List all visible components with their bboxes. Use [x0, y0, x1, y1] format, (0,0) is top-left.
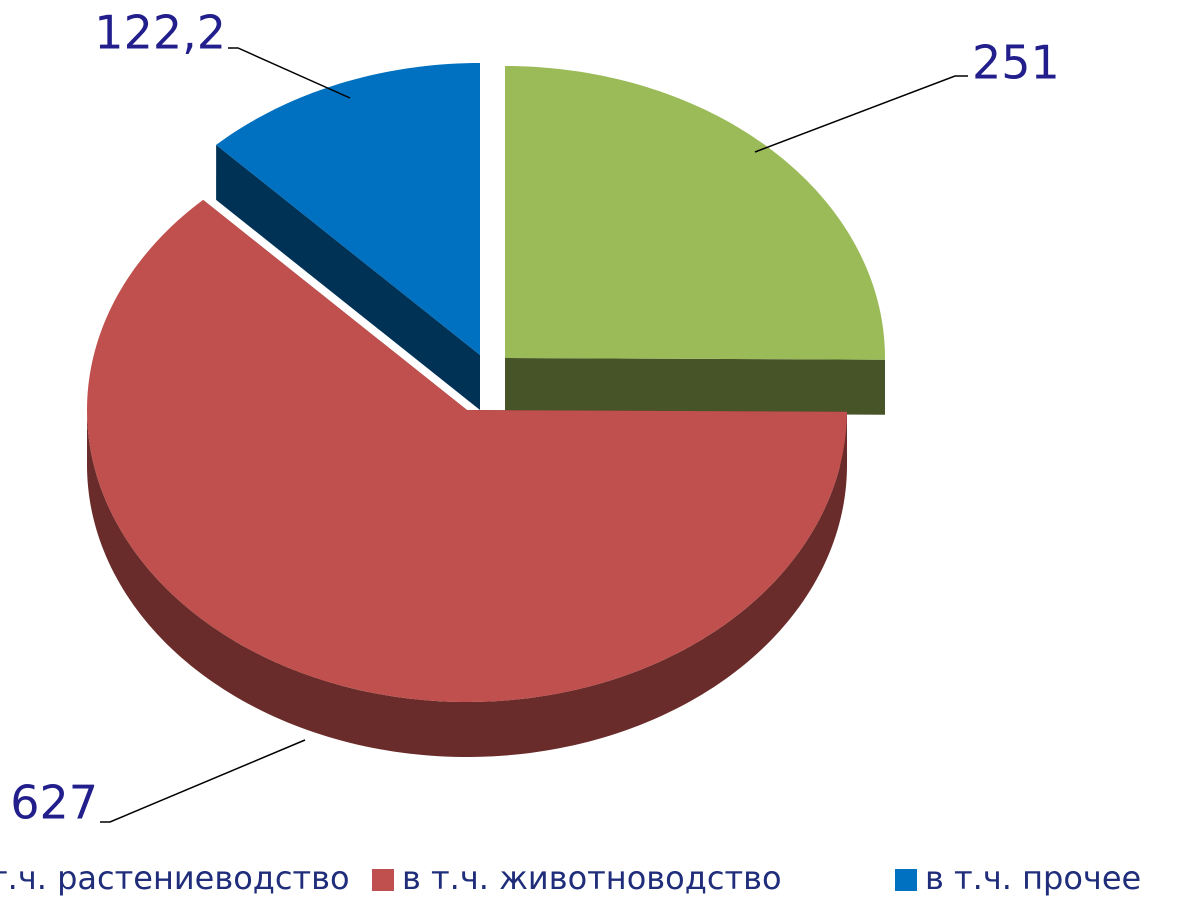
legend-label: в т.ч. прочее — [925, 859, 1141, 897]
legend-swatch — [895, 869, 917, 891]
legend-label: в т.ч. растениеводство — [0, 859, 350, 897]
slice — [216, 63, 480, 355]
legend-swatch — [372, 869, 394, 891]
leader-line — [100, 739, 306, 823]
slice-side — [216, 144, 480, 411]
data-label: 122,2 — [94, 6, 226, 60]
leader-line — [754, 75, 968, 153]
leader-line — [228, 47, 351, 99]
data-label: 627 — [10, 776, 98, 830]
slice-side — [505, 358, 885, 415]
slice-side — [87, 410, 847, 757]
slice — [505, 66, 885, 360]
data-label: 251 — [972, 36, 1060, 90]
slice — [87, 199, 847, 702]
legend-label: в т.ч. животноводство — [402, 859, 782, 897]
